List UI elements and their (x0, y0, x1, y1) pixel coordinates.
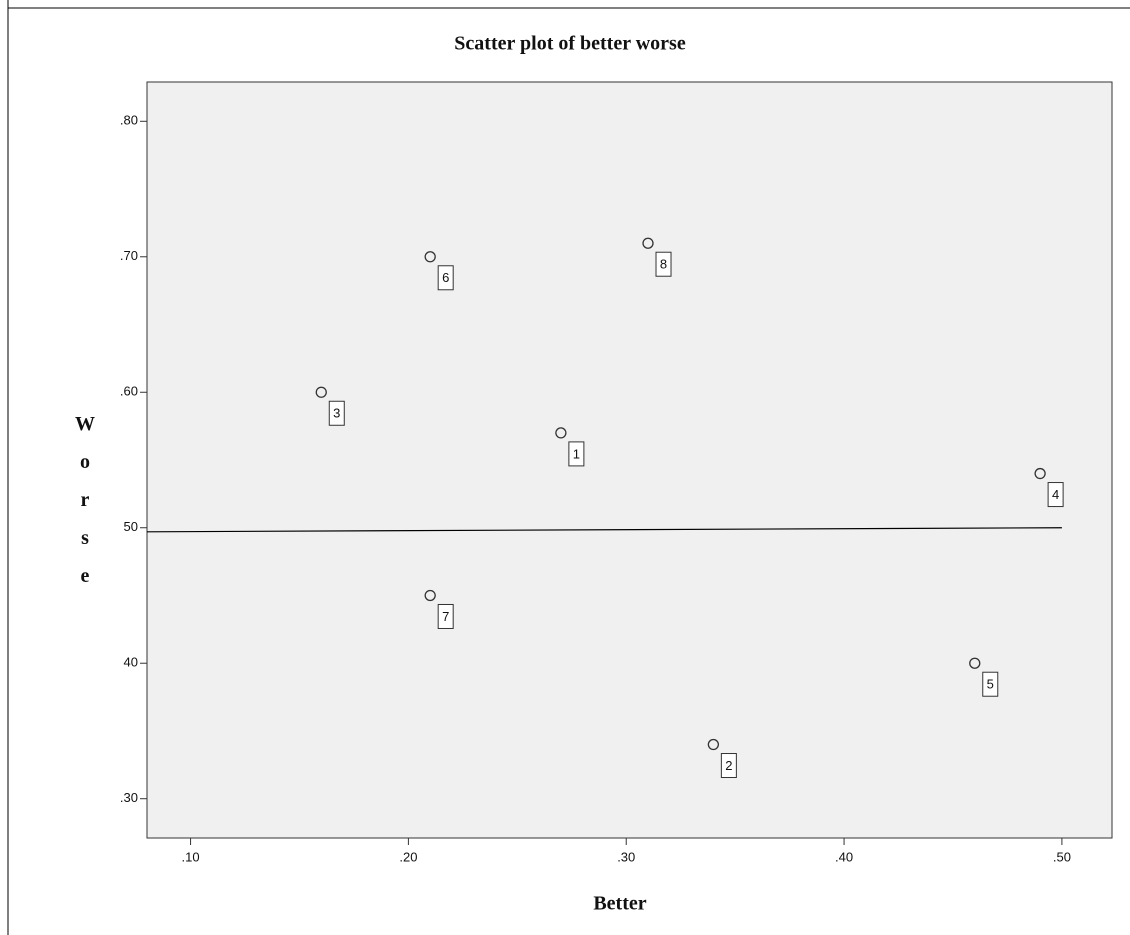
x-tick-label: .40 (835, 849, 853, 864)
y-tick-label: .30 (120, 790, 138, 805)
point-label-box (568, 441, 585, 467)
y-tick-label: 40 (124, 655, 138, 670)
point-label: 7 (442, 609, 449, 624)
point (707, 738, 720, 751)
point-label-box (328, 400, 345, 426)
point-label: 8 (660, 257, 667, 272)
point-label-box (720, 753, 737, 779)
point-label: 5 (987, 677, 994, 692)
point-label-box (982, 671, 999, 697)
point-label: 6 (442, 270, 449, 285)
plot-area (146, 81, 1113, 839)
point (315, 386, 327, 398)
point-label: 1 (573, 446, 580, 461)
y-tick-label: .70 (120, 248, 138, 263)
y-tick-label: .80 (120, 113, 138, 128)
point-label-box (437, 603, 454, 629)
point (555, 427, 567, 439)
point (424, 589, 436, 602)
x-tick-label: .20 (399, 849, 417, 864)
chart-title: Scatter plot of better worse (454, 33, 686, 55)
fit-line (146, 527, 1062, 533)
point (424, 251, 436, 263)
x-tick-label: .50 (1053, 849, 1071, 864)
x-tick-label: .30 (617, 849, 635, 864)
point-label-box (1047, 482, 1064, 508)
y-tick-label: 50 (124, 519, 138, 534)
point (969, 657, 981, 669)
y-tick-label: .60 (120, 384, 138, 399)
point-label: 3 (333, 406, 340, 421)
point-label: 2 (725, 758, 732, 773)
point-label: 4 (1052, 487, 1059, 502)
point (642, 237, 654, 249)
x-tick-label: .10 (182, 849, 200, 864)
point-label-box (655, 251, 672, 277)
point (1034, 467, 1046, 480)
x-axis-label: Better (593, 893, 646, 915)
point-label-box (437, 265, 454, 291)
